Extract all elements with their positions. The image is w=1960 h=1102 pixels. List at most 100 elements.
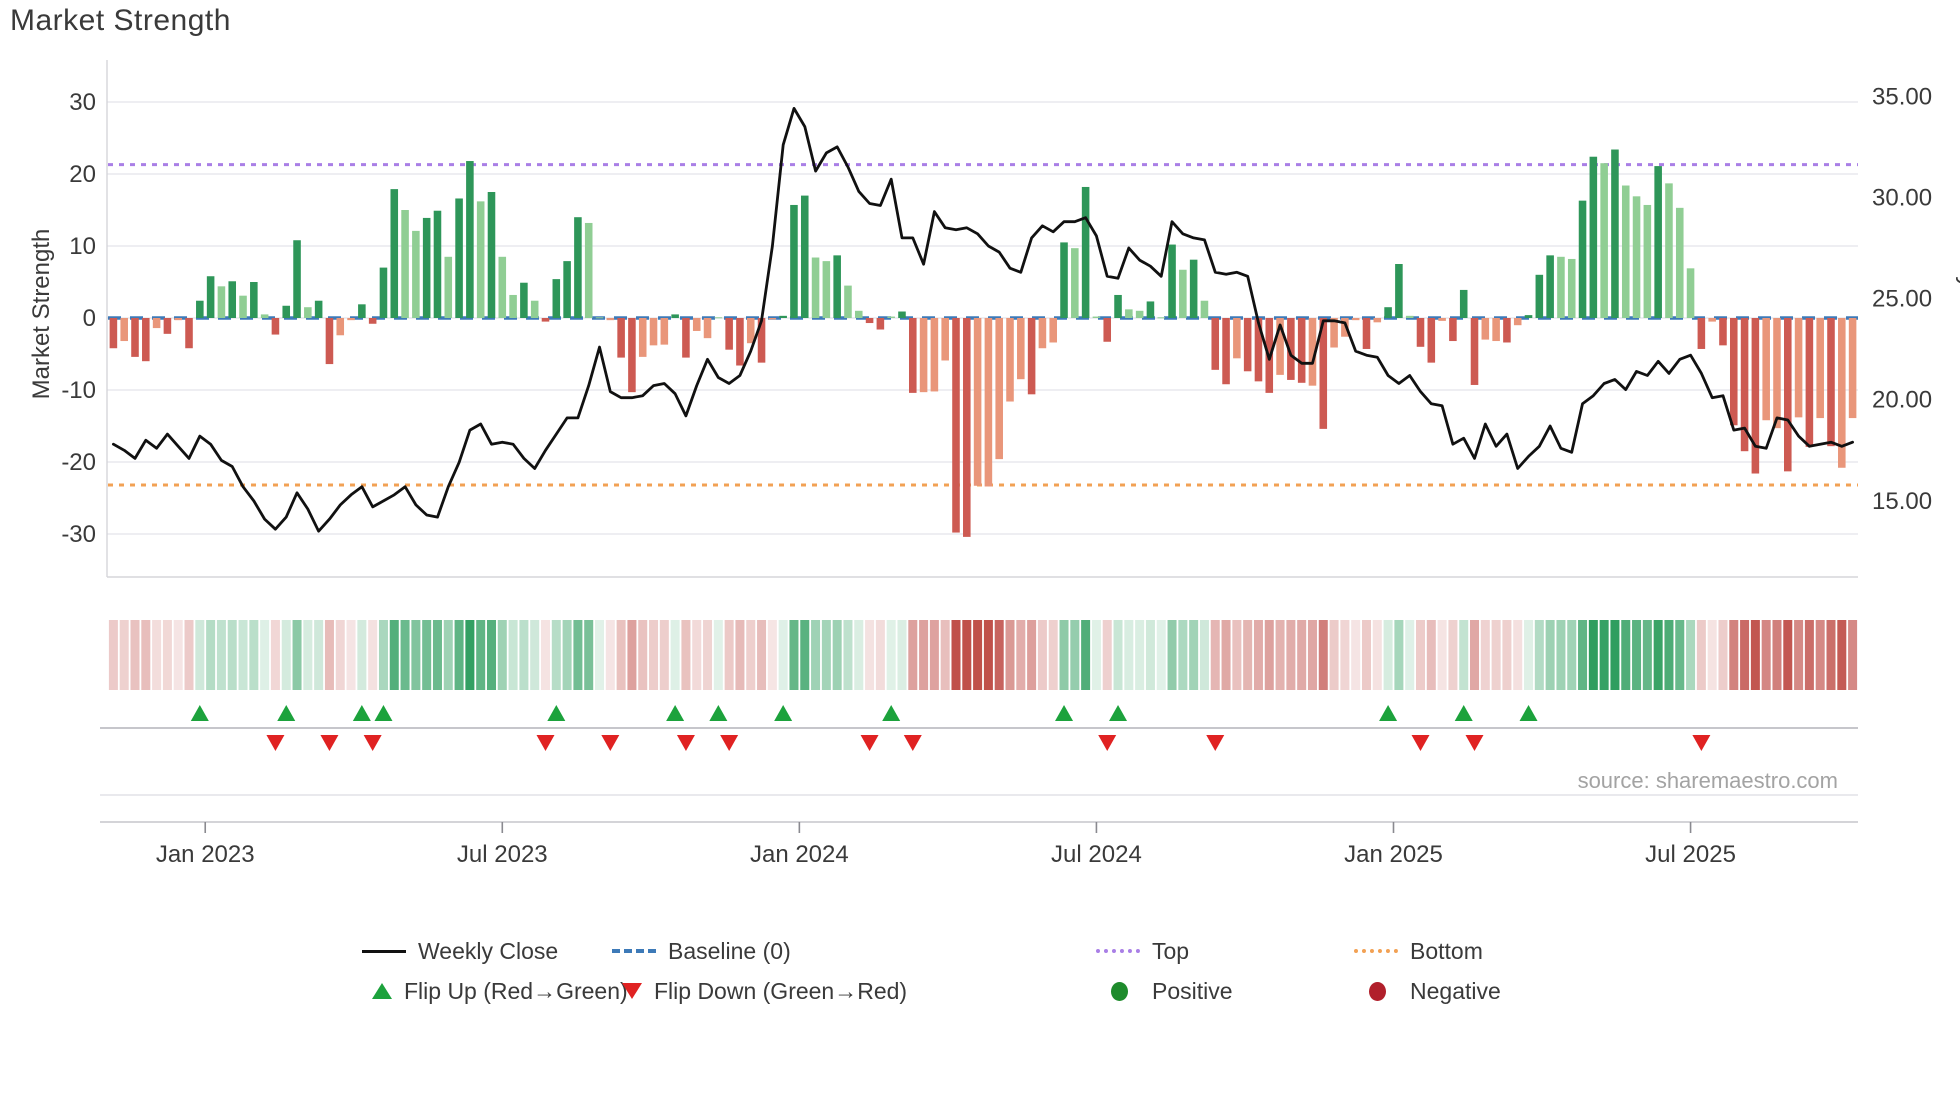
flip-up-marker-icon <box>1379 705 1398 721</box>
heatmap-cell <box>173 620 183 690</box>
strength-bar <box>1384 307 1392 318</box>
strength-bar <box>109 318 118 349</box>
flip-markers <box>100 705 1858 751</box>
strength-bar <box>1438 318 1446 321</box>
right-axis-tick-label: 15.00 <box>1872 488 1932 515</box>
strength-bar <box>898 311 906 318</box>
heatmap-cell <box>811 620 821 690</box>
heatmap-cell <box>1167 620 1177 690</box>
heatmap-cell <box>1351 620 1361 690</box>
legend-item-bottom[interactable]: Bottom <box>1354 936 1483 966</box>
legend-item-weekly-close[interactable]: Weekly Close <box>362 936 558 966</box>
strength-bar <box>1805 318 1814 447</box>
strength-bar <box>1675 207 1684 318</box>
strength-bar <box>1276 318 1284 375</box>
heatmap-cell <box>1297 620 1307 690</box>
heatmap-cell <box>1253 620 1263 690</box>
heatmap-cell <box>540 620 551 690</box>
strength-bar <box>1567 258 1576 318</box>
flip-down-marker-icon <box>1098 735 1117 751</box>
heatmap-cell <box>162 620 172 690</box>
strength-bar <box>919 318 928 393</box>
heatmap-cell <box>757 620 767 690</box>
legend-item-baseline[interactable]: Baseline (0) <box>612 936 791 966</box>
strength-bar <box>563 261 571 318</box>
negative-dot-icon <box>1369 981 1386 1001</box>
legend-item-top[interactable]: Top <box>1096 936 1189 966</box>
strength-bar <box>368 318 377 324</box>
legend-item-positive[interactable]: Positive <box>1099 976 1233 1006</box>
flip-up-icon <box>372 983 392 999</box>
flip-up-marker-icon <box>666 705 685 721</box>
flip-up-marker-icon <box>709 705 728 721</box>
heatmap-cell <box>1502 620 1512 690</box>
heatmap-cell <box>994 620 1004 690</box>
heatmap-cell <box>1232 620 1242 690</box>
strength-bar <box>412 230 420 318</box>
strength-bar <box>1157 317 1166 319</box>
legend-item-negative[interactable]: Negative <box>1357 976 1501 1006</box>
heatmap-cell <box>443 620 453 690</box>
strength-bar <box>1254 318 1263 382</box>
heatmap-cell <box>1016 620 1026 690</box>
heatmap-cell <box>378 620 388 690</box>
strength-bar <box>1686 268 1695 318</box>
flip-up-marker-icon <box>1519 705 1538 721</box>
heatmap-cell <box>1729 620 1739 690</box>
strength-bar <box>1643 204 1652 318</box>
positive-dot-icon <box>1111 981 1128 1001</box>
heatmap-cell <box>983 620 993 690</box>
strength-bar <box>541 318 550 322</box>
heatmap-cell <box>1318 620 1328 690</box>
strength-bar <box>1038 318 1047 349</box>
heatmap-cell <box>1070 620 1080 690</box>
heatmap-cell <box>454 620 464 690</box>
flip-up-marker-icon <box>190 705 209 721</box>
flip-up-marker-icon <box>277 705 296 721</box>
flip-down-marker-icon <box>363 735 382 751</box>
heatmap-cell <box>335 620 345 690</box>
heatmap-cell <box>1815 620 1825 690</box>
heatmap-cell <box>1275 620 1285 690</box>
strength-bar <box>1578 200 1587 318</box>
strength-bar <box>1751 318 1760 474</box>
strength-bar <box>757 318 766 363</box>
strength-bar <box>1330 318 1338 348</box>
strength-bar <box>466 161 474 318</box>
strength-bar <box>995 318 1003 460</box>
strength-bar <box>833 255 841 318</box>
strength-bar <box>1611 149 1619 318</box>
strength-bar <box>1427 318 1436 363</box>
heatmap-cell <box>584 620 594 690</box>
strength-bar <box>196 300 204 318</box>
legend-item-flip-up[interactable]: Flip Up (Red→Green) <box>372 976 628 1006</box>
heatmap-cell <box>1524 620 1534 690</box>
strength-bar <box>336 318 345 336</box>
heatmap-cell <box>1005 620 1015 690</box>
heatmap-cell <box>130 620 140 690</box>
strength-bar <box>790 204 798 318</box>
chart-canvas: 30 20 10 0 -10 -20 -30 35.00 30.00 25.00 20.00 15.0… <box>61 60 1932 868</box>
strength-bar <box>1211 318 1220 370</box>
flip-up-marker-icon <box>352 705 371 721</box>
strength-bar <box>725 318 733 350</box>
heatmap-cell <box>1761 620 1771 690</box>
strength-bar <box>736 318 744 366</box>
strength-bar <box>174 318 182 321</box>
strength-bar <box>595 317 604 319</box>
heatmap-cell <box>1513 620 1523 690</box>
heatmap-cell <box>1794 620 1804 690</box>
strength-bar <box>520 282 528 318</box>
strength-bar <box>1459 289 1468 318</box>
left-axis-tick-label: 30 <box>69 89 96 116</box>
heatmap-cell <box>1718 620 1728 690</box>
legend-item-flip-down[interactable]: Flip Down (Green→Red) <box>622 976 907 1006</box>
heatmap-cell <box>281 620 291 690</box>
strength-bar <box>455 198 463 318</box>
heatmap-cell <box>962 620 972 690</box>
heatmap-cell <box>832 620 842 690</box>
strength-bar <box>401 210 409 318</box>
heatmap-cell <box>1286 620 1296 690</box>
heatmap-cell <box>1642 620 1652 690</box>
strength-bar <box>822 261 831 318</box>
